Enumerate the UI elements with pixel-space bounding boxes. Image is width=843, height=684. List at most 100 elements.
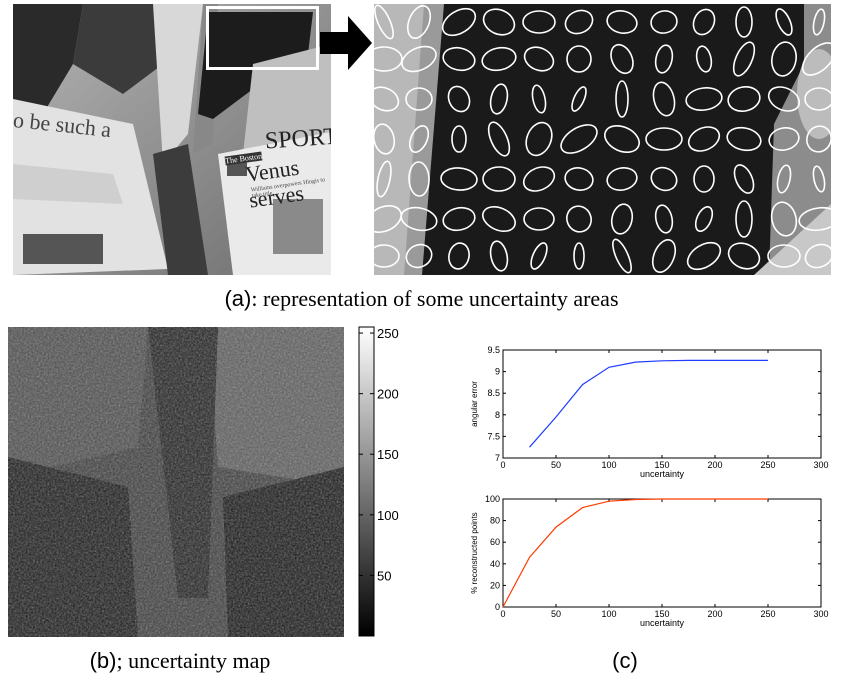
uncertainty-ellipse [804,87,831,111]
uncertainty-ellipse [374,244,400,268]
uncertainty-ellipse [768,126,800,152]
plot-frame [502,498,822,608]
y-tick-label: 8.5 [487,388,500,398]
uncertainty-ellipse [374,46,403,72]
uncertainty-ellipse [522,166,556,192]
uncertainty-ellipse [645,127,683,151]
zoomed-region-drawing [374,4,831,275]
uncertainty-ellipse [489,83,509,115]
x-tick-label: 0 [500,609,505,619]
uncertainty-ellipse [374,123,396,155]
uncertainty-ellipse [606,9,638,35]
x-tick-label: 250 [760,460,775,470]
caption-c: (c) [612,648,638,673]
y-axis-label: % reconstructed points [470,512,479,593]
y-tick-label: 7.5 [487,431,500,441]
y-tick-label: 7 [495,453,500,463]
y-tick-label: 80 [490,516,500,526]
uncertainty-ellipse [812,8,826,36]
x-tick-label: 300 [813,460,828,470]
uncertainty-ellipse [771,41,797,77]
uncertainty-ellipse [806,125,831,153]
x-tick-label: 200 [707,609,722,619]
y-tick-label: 9 [495,367,500,377]
x-axis-label: uncertainty [640,469,685,479]
uncertainty-ellipse [447,85,471,113]
uncertainty-ellipse [650,166,678,192]
x-axis-label: uncertainty [640,618,685,628]
x-tick-label: 300 [813,609,828,619]
uncertainty-ellipse [694,205,714,233]
uncertainty-ellipse [530,242,548,270]
uncertainty-map-drawing [8,327,344,637]
uncertainty-ellipse [654,204,674,234]
uncertainty-ellipse [692,8,716,36]
uncertainty-ellipse [801,42,831,76]
caption-b-text: ; uncertainty map [116,648,271,673]
uncertainty-ellipse [487,121,511,157]
uncertainty-ellipse [606,166,638,192]
uncertainty-ellipse [735,6,753,38]
y-tick-label: 9.5 [487,345,500,355]
uncertainty-ellipse [442,46,476,72]
colorbar-tick-label: 250 [377,326,399,341]
uncertainty-ellipse [650,10,678,34]
y-tick-label: 0 [495,602,500,612]
uncertainty-ellipse [406,4,432,40]
uncertainty-ellipse [610,203,634,235]
y-tick-label: 100 [485,494,500,504]
uncertainty-ellipse [531,84,547,114]
uncertainty-ellipse [735,200,753,238]
x-tick-label: 50 [551,609,561,619]
uncertainty-ellipse [451,125,467,153]
uncertainty-ellipse [448,242,470,270]
uncertainty-ellipse [798,206,831,232]
plot-frame [502,349,822,459]
uncertainty-ellipse [775,8,793,36]
uncertainty-ellipse [685,87,723,111]
colorbar-tick-label: 200 [377,387,399,402]
caption-a-text: : representation of some uncertainty are… [251,286,619,311]
uncertainty-ellipse [374,205,402,233]
uncertainty-ellipse [525,121,553,157]
uncertainty-ellipse [726,126,762,152]
uncertainty-ellipse [482,8,516,36]
caption-a-label: (a) [224,286,252,311]
uncertainty-ellipse [401,45,437,73]
uncertainty-ellipse [804,243,831,269]
uncertainty-ellipse [571,86,587,112]
uncertainty-ellipse [770,201,798,237]
scene-photo: o be such a SPORT The Boston Venus serve… [13,4,331,275]
uncertainty-ellipse [441,7,477,37]
uncertainty-ellipse [733,164,755,194]
uncertainty-ellipse [767,86,801,112]
uncertainty-ellipse [693,165,715,193]
uncertainty-ellipse [686,241,722,271]
caption-b-label: (b) [89,648,117,673]
colorbar-tick-label: 150 [377,447,399,462]
uncertainty-ellipse [405,87,433,111]
y-tick-label: 40 [490,559,500,569]
uncertainty-ellipse [566,205,592,233]
uncertainty-ellipse [560,124,598,154]
uncertainty-ellipse [615,80,629,118]
highlight-box [206,6,319,70]
zoomed-region [374,4,831,275]
x-tick-label: 200 [707,460,722,470]
uncertainty-ellipse [767,244,801,268]
y-tick-label: 20 [490,580,500,590]
uncertainty-ellipse [732,41,756,77]
uncertainty-ellipse [651,238,677,274]
y-axis-label: angular error [470,381,479,427]
caption-b: (b); uncertainty map [0,648,360,674]
x-tick-label: 0 [500,460,505,470]
uncertainty-map [8,327,344,637]
uncertainty-ellipse [405,243,433,269]
uncertainty-ellipse [695,45,713,73]
uncertainty-ellipse [489,240,509,272]
ellipse-grid [374,4,831,274]
uncertainty-ellipse [481,46,517,72]
angular-error-plot: 0 50 100 150 200 250 300 7 7.5 8 8.5 9 9.5 uncertaint… [470,345,829,479]
uncertainty-ellipse [374,4,394,40]
reconstructed-points-plot: 0 50 100 150 200 250 300 0 20 40 60 80 100 uncertaint… [470,494,829,628]
